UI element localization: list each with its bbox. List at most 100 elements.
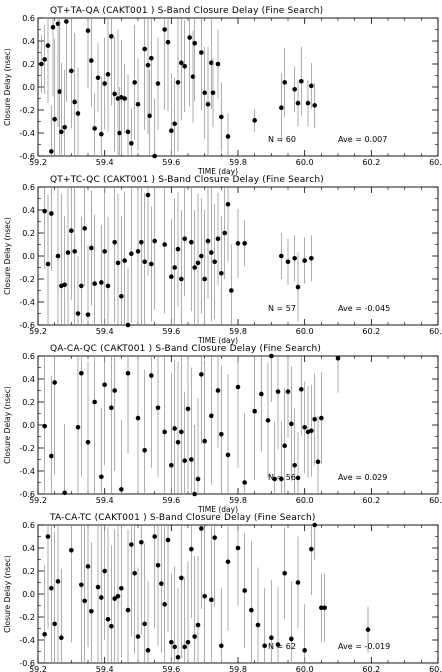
y-tick-label: 0.2 [22, 60, 35, 69]
data-point [85, 439, 91, 445]
data-point [275, 389, 281, 394]
x-tick-label: 59.2 [29, 665, 47, 672]
data-point [149, 261, 154, 267]
y-tick-label: -0.4 [19, 298, 35, 307]
data-point [119, 293, 124, 299]
data-point [162, 429, 167, 435]
data-point [225, 201, 231, 207]
data-point [125, 129, 131, 135]
data-point [55, 21, 61, 27]
data-point [192, 41, 197, 46]
data-point [309, 546, 314, 552]
data-point [187, 35, 192, 40]
data-point [79, 582, 84, 588]
data-point [169, 274, 174, 280]
data-point [42, 208, 47, 214]
data-point [45, 43, 51, 48]
data-point [89, 58, 94, 63]
data-point [219, 431, 224, 437]
panel-title: QT+TA-QA (CAKT001 ) S-Band Closure Delay… [50, 6, 323, 16]
data-point [125, 607, 131, 613]
data-point [95, 75, 101, 81]
x-tick-label: 59.8 [229, 665, 247, 672]
x-tick-label: 59.6 [162, 496, 180, 505]
data-point [79, 370, 84, 376]
data-point [169, 462, 174, 468]
data-point [49, 149, 54, 154]
y-tick-label: -0.6 [19, 659, 35, 668]
y-axis-label: Closure Delay (nsec) [3, 555, 12, 633]
data-point [75, 311, 81, 316]
data-point [50, 24, 56, 30]
data-point [179, 60, 184, 66]
data-point [279, 105, 284, 110]
data-point [135, 249, 141, 254]
data-point [292, 255, 297, 261]
data-point [175, 654, 181, 660]
data-point [115, 260, 121, 266]
x-tick-label: 59.2 [29, 327, 47, 336]
y-axis-label: Closure Delay (nsec) [3, 217, 12, 295]
data-point [215, 61, 221, 67]
data-point [209, 60, 214, 66]
n-count-label: N = 62 [268, 642, 296, 651]
y-axis-label: Closure Delay (nsec) [3, 386, 12, 464]
x-tick-label: 60.4 [429, 665, 442, 672]
y-tick-label: 0.0 [22, 590, 35, 599]
x-tick-label: 59.2 [29, 158, 47, 167]
data-point [172, 265, 177, 270]
x-tick-label: 60.0 [296, 158, 314, 167]
x-tick-label: 59.4 [96, 665, 114, 672]
data-point [139, 539, 144, 545]
average-label: Ave = -0.019 [338, 642, 390, 651]
data-point [202, 276, 207, 282]
data-point [309, 255, 314, 261]
data-point [192, 634, 197, 639]
y-tick-label: 0.2 [22, 229, 35, 238]
data-point [195, 476, 201, 482]
data-point [42, 57, 47, 62]
data-point [199, 253, 204, 259]
data-point [42, 423, 47, 429]
data-point [92, 126, 97, 131]
x-axis-label: TIME (day) [197, 336, 238, 345]
y-tick-label: 0.6 [22, 352, 35, 361]
y-tick-label: 0.4 [22, 37, 35, 46]
data-point [225, 559, 231, 565]
y-tick-label: 0.6 [22, 183, 35, 192]
data-point [92, 399, 97, 405]
data-point [62, 282, 67, 288]
data-point [309, 83, 314, 89]
data-point [199, 372, 204, 377]
data-point [219, 643, 224, 649]
data-point [289, 421, 294, 427]
data-point [312, 522, 317, 528]
data-point [92, 281, 97, 286]
x-tick-label: 60.0 [296, 327, 314, 336]
data-point [139, 239, 144, 245]
data-point [202, 438, 207, 444]
data-point [69, 548, 74, 553]
data-point [302, 425, 307, 430]
y-tick-label: 0.4 [22, 375, 35, 384]
data-point [102, 81, 107, 86]
data-point [159, 581, 164, 586]
data-point [82, 598, 87, 604]
y-tick-label: 0.0 [22, 83, 35, 92]
data-point [295, 475, 301, 481]
data-point [149, 55, 154, 61]
data-point [215, 236, 221, 242]
data-point [42, 631, 47, 637]
panel-title: QA-CA-QC (CAKT001 ) S-Band Closure Delay… [50, 344, 321, 354]
data-point [282, 571, 287, 576]
data-point [169, 128, 174, 133]
x-tick-label: 59.4 [96, 158, 114, 167]
data-point [285, 389, 291, 394]
x-tick-label: 60.0 [296, 496, 314, 505]
data-point [299, 387, 304, 392]
data-point [242, 241, 247, 246]
panel-title: QT+TC-QC (CAKT001 ) S-Band Closure Delay… [50, 175, 324, 185]
data-point [59, 635, 64, 640]
data-point [125, 322, 131, 328]
data-point [39, 61, 44, 67]
